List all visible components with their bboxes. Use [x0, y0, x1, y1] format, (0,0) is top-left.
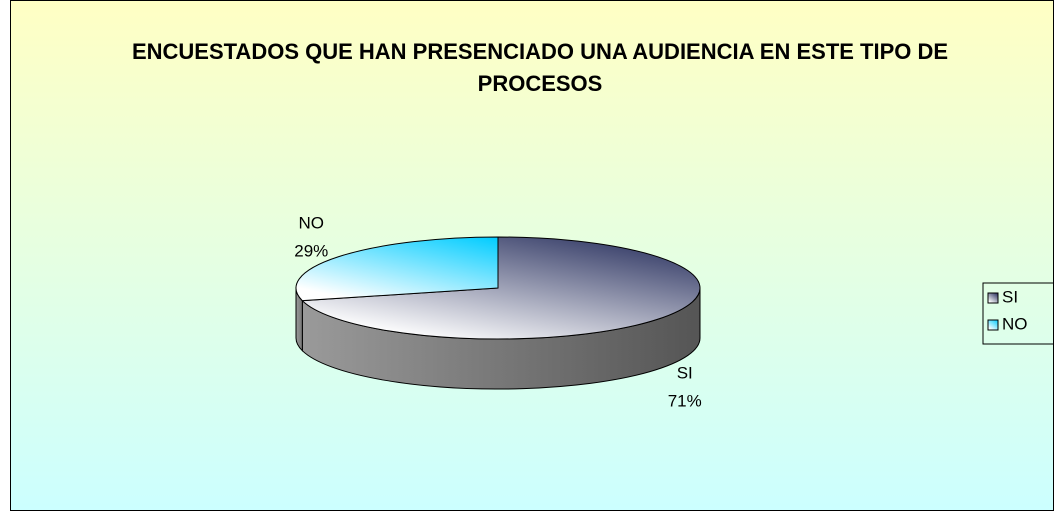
data-label-category: SI — [677, 363, 693, 382]
legend-swatch — [987, 319, 999, 331]
pie-slice — [301, 236, 701, 340]
chart-title: ENCUESTADOS QUE HAN PRESENCIADO UNA AUDI… — [131, 39, 949, 96]
data-label-category: NO — [299, 213, 325, 232]
data-label: 29% — [294, 241, 328, 260]
legend-label: NO — [1002, 314, 1028, 333]
legend-label: SI — [1002, 287, 1018, 306]
pie-slice — [295, 236, 499, 302]
legend-swatch — [987, 292, 999, 304]
legend-box — [982, 282, 1054, 345]
data-label: 71% — [668, 391, 702, 410]
